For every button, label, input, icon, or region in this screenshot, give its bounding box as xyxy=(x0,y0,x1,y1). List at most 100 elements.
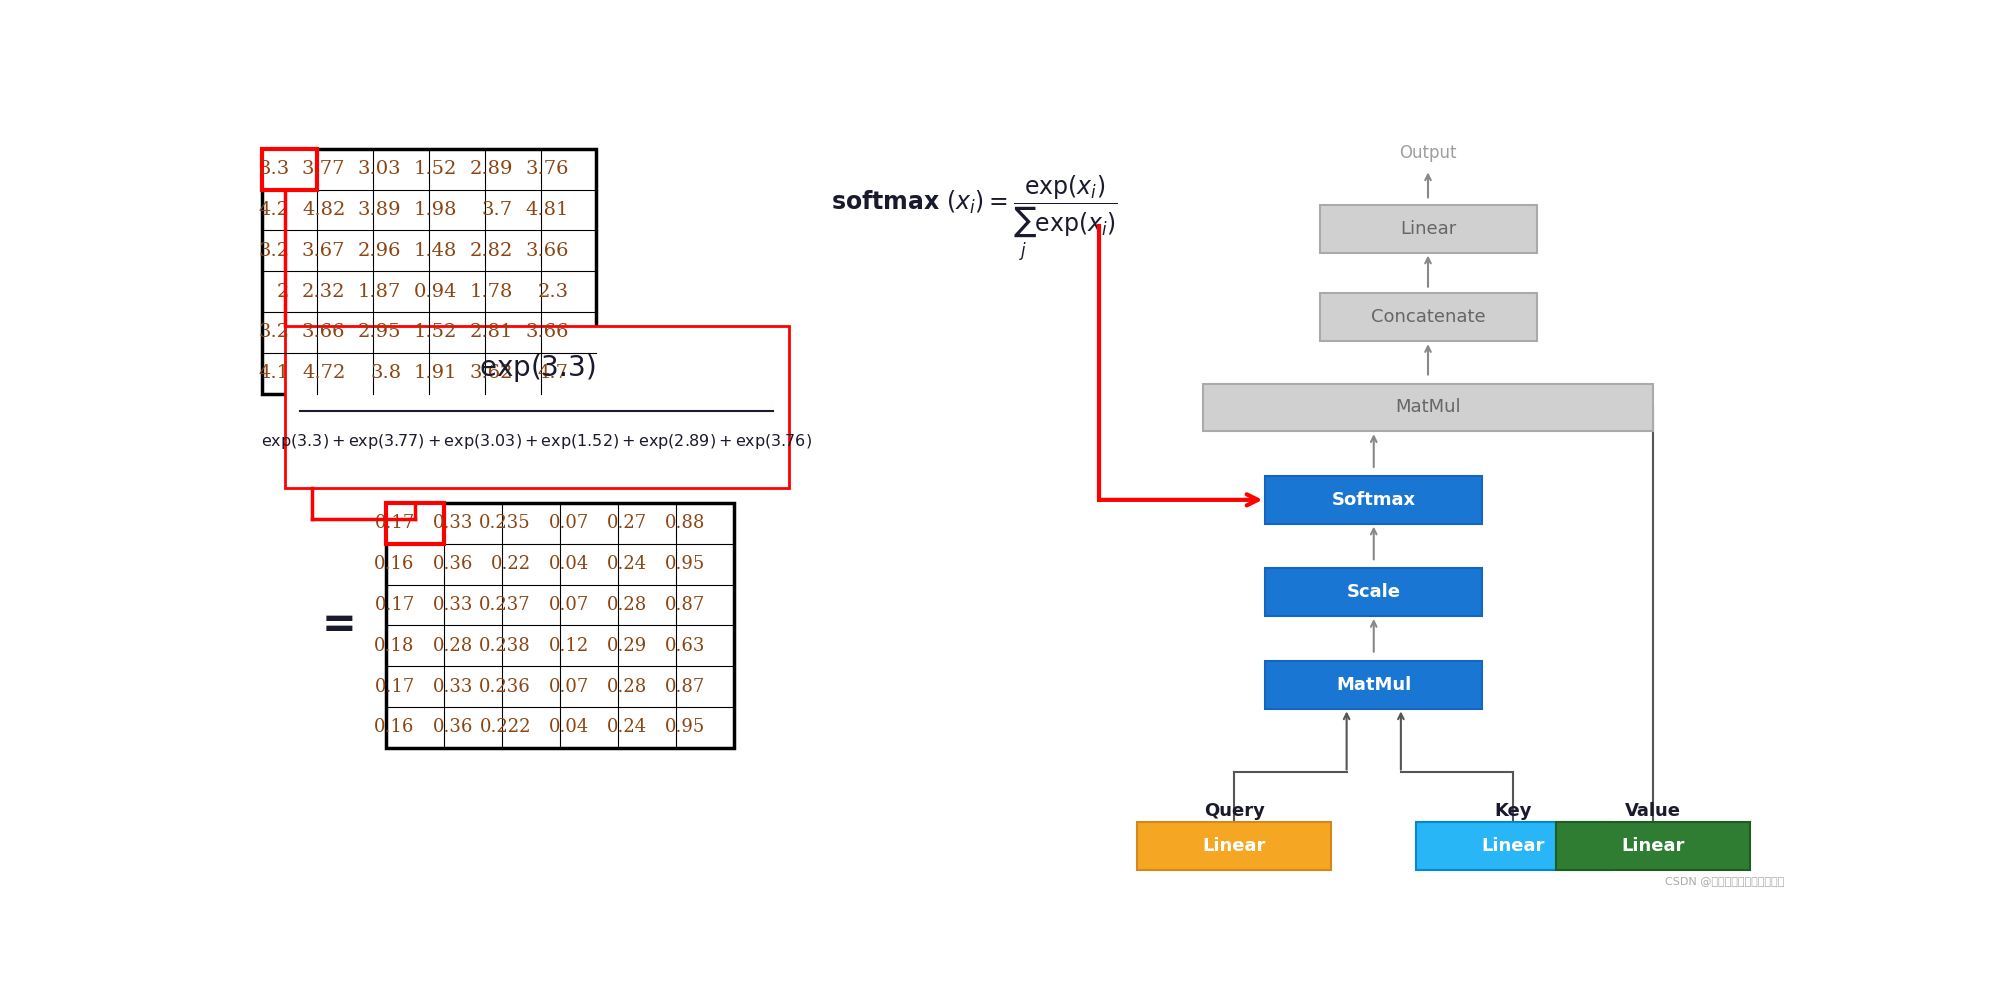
Text: 0.07: 0.07 xyxy=(548,677,590,695)
Text: 4.72: 4.72 xyxy=(302,364,346,382)
Text: 0.28: 0.28 xyxy=(432,636,472,654)
Text: 3.2: 3.2 xyxy=(258,241,290,260)
Text: 1.52: 1.52 xyxy=(414,324,456,342)
Text: 0.36: 0.36 xyxy=(432,718,472,736)
Text: 2.32: 2.32 xyxy=(302,283,346,301)
Text: 0.04: 0.04 xyxy=(548,718,590,736)
Text: 3.76: 3.76 xyxy=(526,160,568,178)
Text: 0.22: 0.22 xyxy=(490,555,530,573)
Text: 3.66: 3.66 xyxy=(526,241,568,260)
Text: 0.12: 0.12 xyxy=(548,636,590,654)
Text: 0.222: 0.222 xyxy=(480,718,530,736)
Text: 0.28: 0.28 xyxy=(606,677,648,695)
Bar xyxy=(1266,660,1482,708)
Text: 2.3: 2.3 xyxy=(538,283,568,301)
Text: Value: Value xyxy=(1624,802,1680,820)
Text: 3.77: 3.77 xyxy=(302,160,346,178)
Text: Concatenate: Concatenate xyxy=(1370,309,1486,327)
Text: 0.07: 0.07 xyxy=(548,514,590,532)
Text: Query: Query xyxy=(1204,802,1264,820)
Text: 0.07: 0.07 xyxy=(548,596,590,614)
Text: 2.95: 2.95 xyxy=(358,324,402,342)
Bar xyxy=(1416,823,1610,870)
Text: $\exp(3.3)+\exp(3.77)+\exp(3.03)+\exp(1.52)+\exp(2.89)+\exp(3.76)$: $\exp(3.3)+\exp(3.77)+\exp(3.03)+\exp(1.… xyxy=(262,432,812,451)
Text: 1.87: 1.87 xyxy=(358,283,402,301)
Text: 0.33: 0.33 xyxy=(432,677,472,695)
Text: 1.91: 1.91 xyxy=(414,364,456,382)
Bar xyxy=(1266,568,1482,616)
Text: 1.48: 1.48 xyxy=(414,241,456,260)
Text: 0.16: 0.16 xyxy=(374,555,414,573)
Text: 2.89: 2.89 xyxy=(470,160,512,178)
Bar xyxy=(262,148,596,394)
Text: 1.78: 1.78 xyxy=(470,283,512,301)
Text: 3.03: 3.03 xyxy=(358,160,402,178)
Text: 4.81: 4.81 xyxy=(526,201,568,219)
Text: Linear: Linear xyxy=(1622,838,1684,856)
Text: Scale: Scale xyxy=(1346,583,1400,601)
Text: 0.33: 0.33 xyxy=(432,596,472,614)
Text: 0.29: 0.29 xyxy=(606,636,648,654)
Text: =: = xyxy=(322,604,356,646)
Text: $\mathbf{softmax}\ (x_i) = \dfrac{\exp(x_i)}{\sum_j \exp(x_i)}$: $\mathbf{softmax}\ (x_i) = \dfrac{\exp(x… xyxy=(832,173,1118,263)
Text: CSDN @禅与计算机程序设计艺术: CSDN @禅与计算机程序设计艺术 xyxy=(1666,876,1784,886)
Text: 3.67: 3.67 xyxy=(302,241,346,260)
Text: 0.16: 0.16 xyxy=(374,718,414,736)
Text: 0.63: 0.63 xyxy=(664,636,706,654)
Text: 0.18: 0.18 xyxy=(374,636,414,654)
Bar xyxy=(1320,294,1536,342)
Text: 0.88: 0.88 xyxy=(664,514,706,532)
Text: 0.33: 0.33 xyxy=(432,514,472,532)
Text: Output: Output xyxy=(1400,143,1456,161)
Text: 0.95: 0.95 xyxy=(666,718,706,736)
Text: 1.98: 1.98 xyxy=(414,201,456,219)
Text: 2.81: 2.81 xyxy=(470,324,512,342)
Text: 3.66: 3.66 xyxy=(526,324,568,342)
Text: 4.2: 4.2 xyxy=(258,201,290,219)
Text: 0.17: 0.17 xyxy=(374,677,414,695)
Text: 0.94: 0.94 xyxy=(414,283,456,301)
Text: 3.62: 3.62 xyxy=(470,364,512,382)
Text: MatMul: MatMul xyxy=(1396,399,1460,417)
Text: 0.17: 0.17 xyxy=(374,514,414,532)
Bar xyxy=(1138,823,1332,870)
Text: 3.89: 3.89 xyxy=(358,201,402,219)
Text: 0.238: 0.238 xyxy=(480,636,530,654)
Text: $\exp(3.3)$: $\exp(3.3)$ xyxy=(478,352,594,384)
Text: 0.236: 0.236 xyxy=(480,677,530,695)
Text: 3.2: 3.2 xyxy=(258,324,290,342)
Bar xyxy=(1556,823,1750,870)
Text: 4.82: 4.82 xyxy=(302,201,346,219)
Text: 0.17: 0.17 xyxy=(374,596,414,614)
Bar xyxy=(284,326,788,488)
Text: Key: Key xyxy=(1494,802,1532,820)
Text: 0.28: 0.28 xyxy=(606,596,648,614)
Text: 4.1: 4.1 xyxy=(258,364,290,382)
Text: 0.24: 0.24 xyxy=(608,718,648,736)
Text: 3.66: 3.66 xyxy=(302,324,346,342)
Text: 0.24: 0.24 xyxy=(608,555,648,573)
Text: 2.96: 2.96 xyxy=(358,241,402,260)
Text: 2: 2 xyxy=(278,283,290,301)
Bar xyxy=(386,503,734,747)
Text: 3.7: 3.7 xyxy=(482,201,512,219)
Bar xyxy=(1320,205,1536,253)
Text: MatMul: MatMul xyxy=(1336,675,1412,693)
Text: 3.8: 3.8 xyxy=(370,364,402,382)
Text: 3.3: 3.3 xyxy=(258,160,290,178)
Text: 0.04: 0.04 xyxy=(548,555,590,573)
Text: 2.82: 2.82 xyxy=(470,241,512,260)
Text: Softmax: Softmax xyxy=(1332,491,1416,509)
Text: Linear: Linear xyxy=(1202,838,1266,856)
Bar xyxy=(1204,384,1652,431)
Text: 0.95: 0.95 xyxy=(666,555,706,573)
Bar xyxy=(1266,476,1482,524)
Text: 0.235: 0.235 xyxy=(480,514,530,532)
Text: Linear: Linear xyxy=(1482,838,1544,856)
Text: Linear: Linear xyxy=(1400,219,1456,237)
Text: 0.87: 0.87 xyxy=(666,677,706,695)
Text: 1.52: 1.52 xyxy=(414,160,456,178)
Text: 0.87: 0.87 xyxy=(666,596,706,614)
Text: 0.237: 0.237 xyxy=(480,596,530,614)
Text: 0.27: 0.27 xyxy=(608,514,648,532)
